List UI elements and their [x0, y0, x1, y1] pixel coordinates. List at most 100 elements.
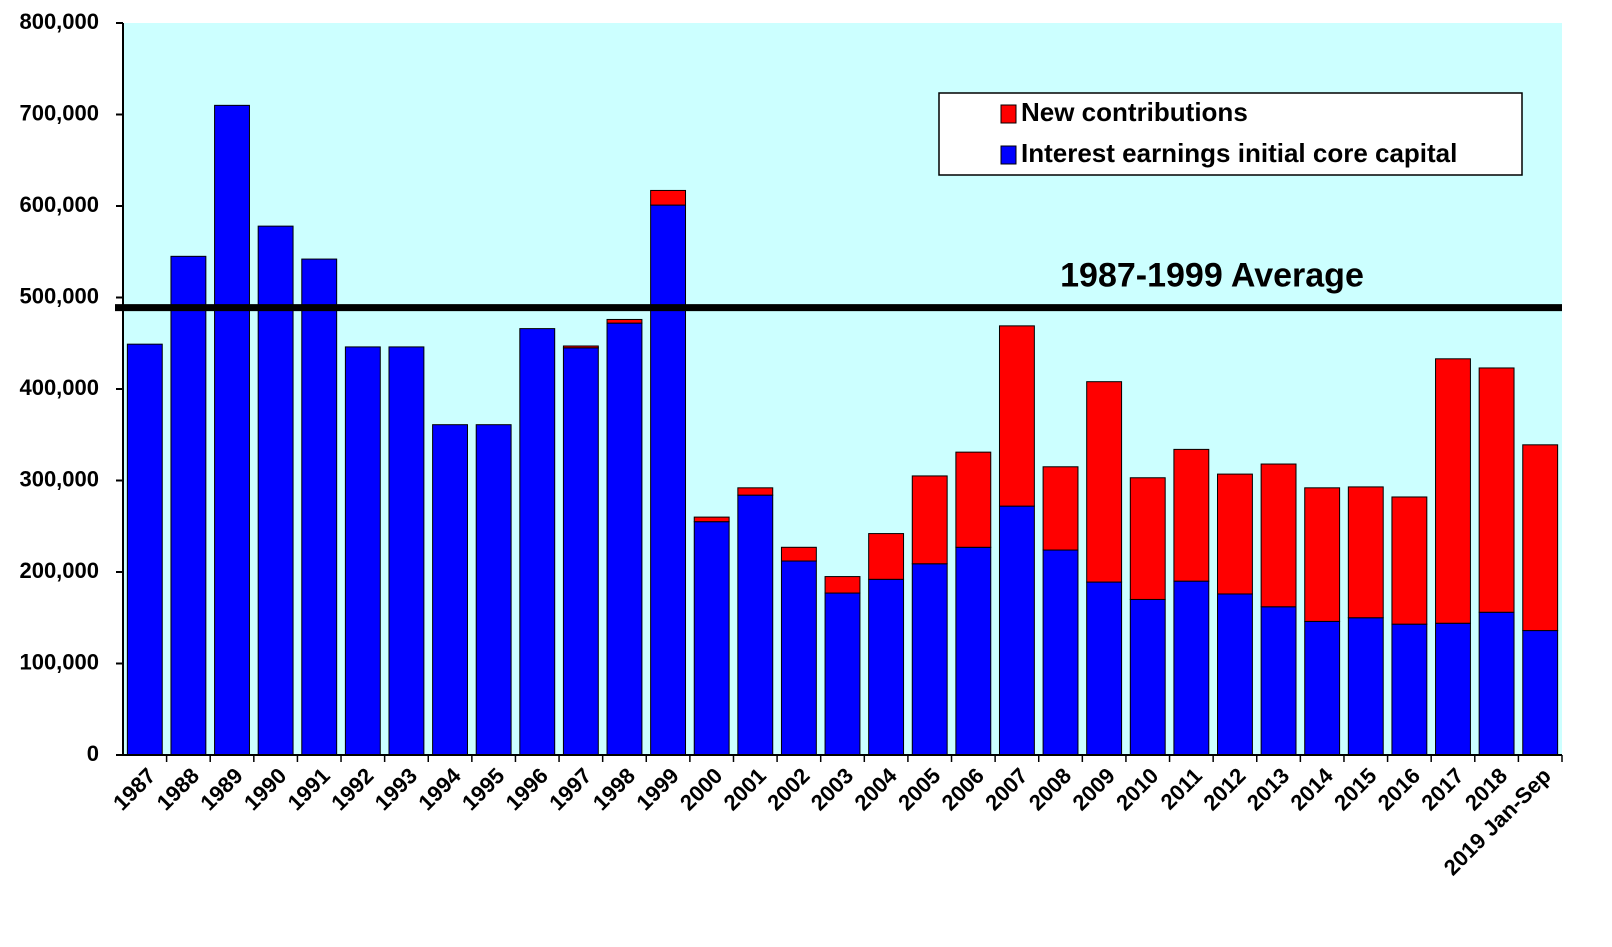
- bar-segment: [868, 533, 905, 580]
- bar-segment: [1129, 477, 1166, 600]
- x-tick-label: 1994: [413, 762, 466, 815]
- x-tick-label: 2003: [806, 763, 858, 815]
- bar-segment: [650, 204, 687, 756]
- bar-segment: [1217, 473, 1253, 595]
- bar-segment: [1304, 620, 1341, 756]
- bar-segment: [824, 576, 861, 594]
- y-tick-label: 400,000: [19, 375, 99, 400]
- x-tick-label: 2005: [893, 763, 945, 815]
- bar-segment: [1086, 581, 1123, 756]
- legend-box: [938, 92, 1523, 176]
- bar-segment: [1391, 623, 1428, 756]
- bar-segment: [824, 592, 861, 756]
- bar-segment: [1217, 593, 1253, 756]
- legend-label: New contributions: [1021, 97, 1248, 127]
- x-tick-label: 1993: [370, 763, 422, 815]
- bar-segment: [1478, 611, 1515, 756]
- y-tick-label: 500,000: [19, 283, 99, 308]
- x-tick-label: 2008: [1024, 763, 1076, 815]
- bar-segment: [1260, 606, 1297, 756]
- bar-segment: [955, 546, 992, 756]
- bar-segment: [1260, 463, 1297, 608]
- bar-segment: [519, 328, 556, 756]
- x-tick-label: 1995: [457, 763, 509, 815]
- bar-segment: [562, 347, 599, 756]
- y-tick-label: 100,000: [19, 649, 99, 674]
- x-tick-label: 2000: [675, 763, 727, 815]
- bar-segment: [301, 258, 338, 756]
- bar-segment: [955, 451, 992, 548]
- bar-segment: [257, 225, 294, 756]
- legend: New contributions Interest earnings initi…: [938, 92, 1523, 176]
- bar-segment: [1522, 444, 1559, 632]
- x-tick-label: 2002: [762, 763, 814, 815]
- bar-segment: [1304, 487, 1341, 622]
- bar-segment: [1173, 580, 1210, 756]
- average-label: 1987-1999 Average: [1060, 257, 1364, 295]
- y-tick-label: 600,000: [19, 192, 99, 217]
- x-tick-label: 2013: [1242, 763, 1294, 815]
- y-tick-label: 800,000: [19, 9, 99, 34]
- y-tick-label: 0: [87, 741, 99, 766]
- bar-segment: [1173, 448, 1210, 582]
- bar-segment: [650, 189, 687, 206]
- bar-segment: [1086, 381, 1123, 583]
- x-tick-label: 2011: [1156, 763, 1207, 814]
- bar-segment: [737, 494, 774, 756]
- bar-segment: [606, 322, 643, 756]
- bar-segment: [1478, 367, 1515, 613]
- bar-segment: [868, 578, 905, 756]
- y-tick-label: 700,000: [19, 100, 99, 125]
- bar-segment: [1522, 630, 1559, 756]
- bar-segment: [998, 505, 1035, 756]
- bar-segment: [1391, 496, 1428, 625]
- x-tick-label: 2016: [1373, 763, 1425, 815]
- bar-segment: [1129, 598, 1166, 756]
- x-tick-label: 2015: [1329, 763, 1381, 815]
- x-tick-label: 1989: [195, 763, 247, 815]
- x-tick-label: 1992: [326, 763, 378, 815]
- bar-segment: [1435, 358, 1471, 624]
- x-tick-label: 2007: [980, 763, 1032, 815]
- bar-segment: [780, 546, 817, 562]
- x-tick-label: 1990: [239, 763, 291, 815]
- y-tick-label: 300,000: [19, 466, 99, 491]
- x-tick-label: 2001: [719, 763, 771, 815]
- legend-swatch: [1000, 104, 1017, 124]
- bar-segment: [432, 424, 468, 756]
- legend-swatch: [1000, 145, 1017, 165]
- x-tick-label: 1991: [283, 763, 335, 815]
- bar-segment: [1042, 466, 1079, 551]
- bar-segment: [780, 560, 817, 756]
- bar-segment: [170, 255, 207, 756]
- y-tick-label: 200,000: [19, 558, 99, 583]
- bar-segment: [126, 343, 163, 756]
- x-tick-label: 1987: [108, 763, 160, 815]
- x-tick-label: 1996: [501, 763, 553, 815]
- bar-segment: [475, 424, 512, 756]
- bar-segment: [737, 487, 774, 496]
- x-tick-label: 1988: [152, 763, 204, 815]
- x-tick-label: 2010: [1111, 763, 1163, 815]
- x-tick-label: 2014: [1286, 762, 1339, 815]
- x-tick-label: 2012: [1198, 763, 1250, 815]
- x-tick-label: 1999: [631, 763, 683, 815]
- bar-segment: [1347, 486, 1384, 619]
- bar-segment: [693, 516, 730, 523]
- bar-segment: [911, 475, 948, 565]
- bar-segment: [1435, 622, 1471, 756]
- x-tick-label: 2004: [849, 762, 902, 815]
- x-tick-label: 2009: [1067, 763, 1119, 815]
- bar-segment: [388, 346, 425, 756]
- bar-segment: [998, 325, 1035, 507]
- x-tick-label: 1997: [544, 763, 596, 815]
- bar-segment: [1042, 549, 1079, 756]
- bar-segment: [562, 345, 599, 349]
- x-tick-label: 2006: [937, 763, 989, 815]
- legend-label: Interest earnings initial core capital: [1021, 138, 1457, 168]
- bar-segment: [214, 104, 250, 756]
- bar-segment: [344, 346, 381, 756]
- bar-segment: [1347, 617, 1384, 756]
- bar-segment: [911, 563, 948, 756]
